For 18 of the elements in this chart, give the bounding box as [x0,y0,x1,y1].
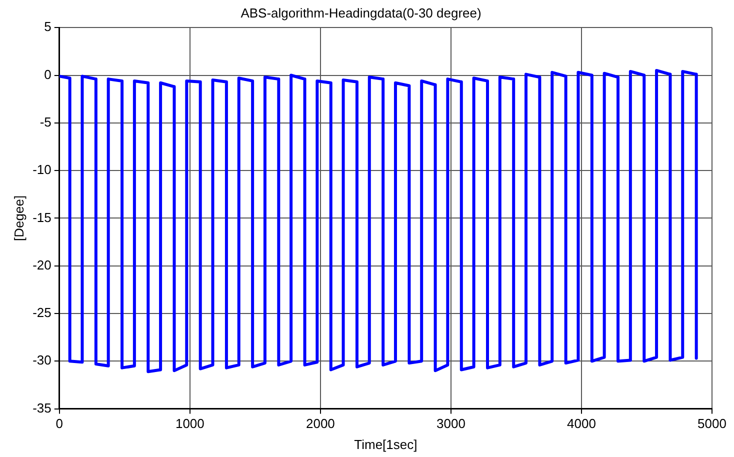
y-tick-label: 0 [44,66,52,82]
x-tick-label: 0 [56,416,64,432]
y-tick-label: -25 [32,305,52,320]
x-tick-label: 1000 [175,416,204,432]
y-tick-label: -15 [32,210,52,225]
x-tick-label: 3000 [436,416,466,432]
chart-title: ABS-algorithm-Headingdata(0-30 degree) [240,5,482,20]
y-tick-label: -35 [32,400,52,416]
y-tick-label: -10 [32,162,52,178]
y-tick-label: -30 [32,352,52,368]
x-tick-label: 5000 [698,416,726,432]
y-tick-label: -5 [40,114,52,130]
x-axis-title: Time[1sec] [354,436,418,452]
y-tick-label: 5 [44,19,52,34]
y-tick-label: -20 [32,257,52,272]
x-tick-label: 4000 [567,416,596,432]
x-tick-label: 2000 [306,416,335,432]
y-axis-title: [Degee] [11,195,26,241]
